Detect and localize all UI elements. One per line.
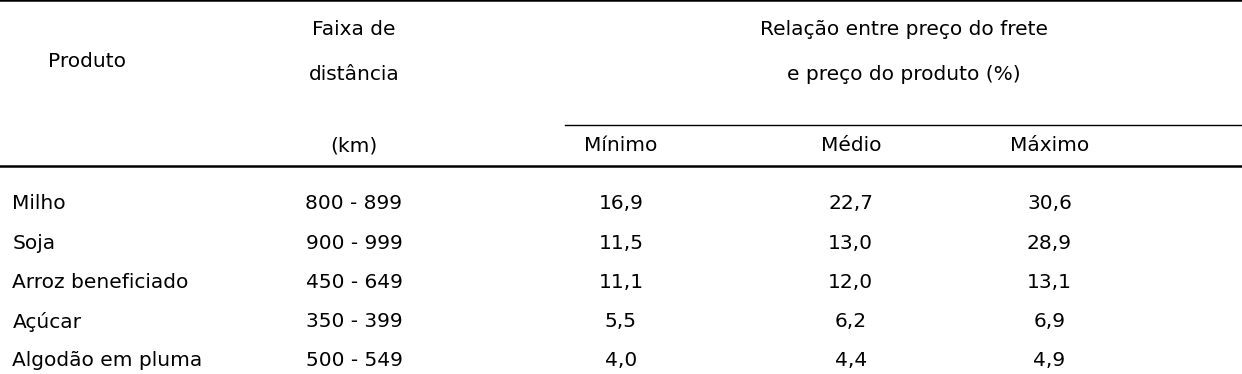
Text: Milho: Milho (12, 194, 66, 213)
Text: Soja: Soja (12, 234, 56, 252)
Text: 800 - 899: 800 - 899 (306, 194, 402, 213)
Text: 350 - 399: 350 - 399 (306, 312, 402, 331)
Text: 13,0: 13,0 (828, 234, 873, 252)
Text: e preço do produto (%): e preço do produto (%) (786, 65, 1021, 84)
Text: 6,2: 6,2 (835, 312, 867, 331)
Text: Algodão em pluma: Algodão em pluma (12, 352, 202, 370)
Text: 450 - 649: 450 - 649 (306, 273, 402, 292)
Text: (km): (km) (330, 137, 378, 155)
Text: 22,7: 22,7 (828, 194, 873, 213)
Text: 12,0: 12,0 (828, 273, 873, 292)
Text: Médio: Médio (821, 137, 881, 155)
Text: Faixa de: Faixa de (312, 21, 396, 39)
Text: 4,9: 4,9 (1033, 352, 1066, 370)
Text: 6,9: 6,9 (1033, 312, 1066, 331)
Text: distância: distância (308, 65, 400, 84)
Text: 500 - 549: 500 - 549 (306, 352, 402, 370)
Text: Máximo: Máximo (1010, 137, 1089, 155)
Text: 4,0: 4,0 (605, 352, 637, 370)
Text: Açúcar: Açúcar (12, 312, 82, 332)
Text: 16,9: 16,9 (599, 194, 643, 213)
Text: 30,6: 30,6 (1027, 194, 1072, 213)
Text: 4,4: 4,4 (835, 352, 867, 370)
Text: Mínimo: Mínimo (584, 137, 658, 155)
Text: 5,5: 5,5 (605, 312, 637, 331)
Text: 900 - 999: 900 - 999 (306, 234, 402, 252)
Text: 28,9: 28,9 (1027, 234, 1072, 252)
Text: Relação entre preço do frete: Relação entre preço do frete (760, 21, 1047, 39)
Text: 11,1: 11,1 (599, 273, 643, 292)
Text: Arroz beneficiado: Arroz beneficiado (12, 273, 189, 292)
Text: 13,1: 13,1 (1027, 273, 1072, 292)
Text: Produto: Produto (48, 52, 125, 71)
Text: 11,5: 11,5 (599, 234, 643, 252)
